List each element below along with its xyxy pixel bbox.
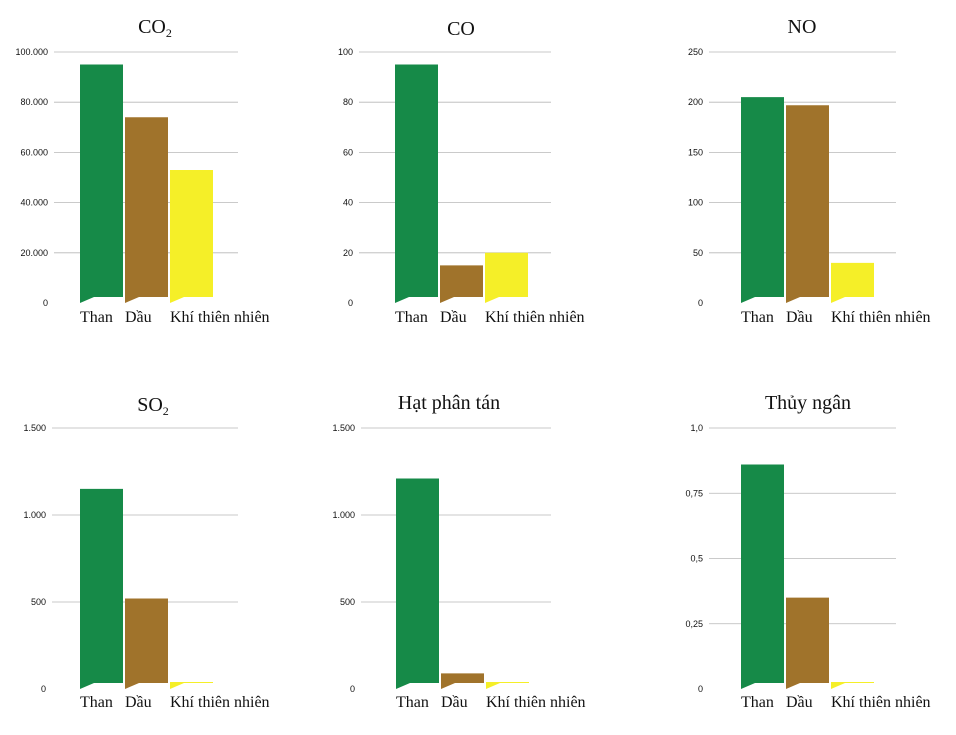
chart-title-main: CO (447, 18, 475, 40)
y-tick-label: 0 (698, 684, 703, 694)
chart-title: CO2 (55, 16, 255, 41)
category-label-oil: Dầu (125, 309, 152, 326)
y-tick-label: 500 (340, 597, 355, 607)
y-tick-label: 100.000 (15, 47, 48, 57)
bar-gas (170, 169, 213, 303)
y-tick-label: 40.000 (20, 198, 48, 208)
category-label-gas: Khí thiên nhiên (831, 309, 931, 326)
y-tick-label: 0 (698, 298, 703, 308)
chart-panel-particulates: Hạt phân tán 0 500 1.000 1.500 Than Dầu Khí th… (320, 380, 620, 720)
chart-title-main: CO (138, 16, 166, 38)
category-label-oil: Dầu (441, 694, 468, 711)
y-tick-label: 0,75 (685, 488, 703, 498)
bar-coal (395, 64, 438, 303)
bar-gas (170, 682, 213, 689)
y-tick-label: 20.000 (20, 248, 48, 258)
category-label-coal: Than (80, 309, 113, 326)
bar-coal (741, 97, 784, 304)
chart-title: Hạt phân tán (349, 392, 549, 417)
bar-gas (831, 682, 874, 689)
y-tick-label: 500 (31, 597, 46, 607)
category-label-oil: Dầu (125, 694, 152, 711)
y-tick-label: 50 (693, 248, 703, 258)
y-tick-label: 1,0 (690, 423, 703, 433)
y-tick-label: 150 (688, 147, 703, 157)
y-tick-label: 1.000 (23, 510, 46, 520)
bar-oil (440, 265, 483, 303)
y-tick-label: 0,5 (690, 554, 703, 564)
chart-title-main: SO (137, 394, 163, 416)
category-label-gas: Khí thiên nhiên (486, 694, 586, 711)
y-tick-label: 250 (688, 47, 703, 57)
bar-coal (80, 488, 123, 689)
y-tick-label: 0 (350, 684, 355, 694)
chart-title-subscript: 2 (162, 404, 169, 418)
y-tick-label: 100 (688, 198, 703, 208)
chart-title-main: Hạt phân tán (397, 392, 501, 414)
bar-coal (396, 478, 439, 689)
bar-coal (741, 464, 784, 689)
bar-oil (125, 117, 168, 303)
bar-oil (786, 105, 829, 303)
category-label-coal: Than (80, 694, 113, 711)
chart-svg: 0 500 1.000 1.500 Than Dầu Khí thiên nhiên (332, 423, 586, 711)
category-label-oil: Dầu (440, 309, 467, 326)
chart-svg: 0 20 40 60 80 100 Than Dầu Khí thiên nhiên (338, 47, 585, 326)
category-label-gas: Khí thiên nhiên (485, 309, 585, 326)
bar-gas (831, 262, 874, 303)
y-tick-label: 80 (343, 97, 353, 107)
chart-svg: 0 20.000 40.000 60.000 80.000 100.000 Than Dầu K… (15, 47, 270, 326)
y-tick-label: 40 (343, 198, 353, 208)
chart-svg: 0 500 1.000 1.500 Than Dầu Khí thiên nhiên (23, 423, 270, 711)
y-tick-label: 1.500 (23, 423, 46, 433)
category-label-oil: Dầu (786, 694, 813, 711)
chart-panel-co: CO 0 20 40 60 80 100 Than Dầu Khí thiên nhiên (320, 0, 620, 340)
category-label-gas: Khí thiên nhiên (831, 694, 931, 711)
chart-panel-mercury: Thủy ngân 0 0,25 0,5 0,75 1,0 Than Dầu Khí thiê… (640, 380, 950, 720)
bar-gas (485, 252, 528, 303)
chart-title: NO (702, 16, 902, 41)
category-label-coal: Than (395, 309, 428, 326)
y-tick-label: 1.500 (332, 423, 355, 433)
chart-title: CO (361, 18, 561, 43)
chart-title: Thủy ngân (708, 392, 908, 417)
y-tick-label: 80.000 (20, 97, 48, 107)
chart-svg: 0 0,25 0,5 0,75 1,0 Than Dầu Khí thiên nhiên (685, 423, 931, 711)
bar-gas (486, 682, 529, 689)
category-label-gas: Khí thiên nhiên (170, 309, 270, 326)
chart-title-main: Thủy ngân (764, 392, 852, 414)
category-label-coal: Than (396, 694, 429, 711)
chart-title-main: NO (787, 16, 817, 38)
y-tick-label: 100 (338, 47, 353, 57)
y-tick-label: 20 (343, 248, 353, 258)
category-label-gas: Khí thiên nhiên (170, 694, 270, 711)
bar-oil (786, 597, 829, 689)
bar-oil (441, 673, 484, 689)
y-tick-label: 0,25 (685, 619, 703, 629)
y-tick-label: 200 (688, 97, 703, 107)
y-tick-label: 1.000 (332, 510, 355, 520)
chart-panel-co2: CO2 0 20.000 40.000 60.000 80.000 100.000 Than… (0, 0, 300, 340)
chart-title: SO2 (53, 394, 253, 419)
y-tick-label: 60.000 (20, 147, 48, 157)
bar-coal (80, 64, 123, 303)
bar-oil (125, 598, 168, 689)
chart-panel-no: NO 0 50 100 150 200 250 Than Dầu Khí thiên nhiên (640, 0, 950, 340)
y-tick-label: 60 (343, 147, 353, 157)
y-tick-label: 0 (348, 298, 353, 308)
chart-svg: 0 50 100 150 200 250 Than Dầu Khí thiên nhiên (688, 47, 931, 326)
category-label-coal: Than (741, 694, 774, 711)
category-label-coal: Than (741, 309, 774, 326)
chart-title-subscript: 2 (165, 26, 172, 40)
chart-panel-so2: SO2 0 500 1.000 1.500 Than Dầu Khí thiên nhiên (0, 380, 300, 720)
y-tick-label: 0 (41, 684, 46, 694)
category-label-oil: Dầu (786, 309, 813, 326)
y-tick-label: 0 (43, 298, 48, 308)
